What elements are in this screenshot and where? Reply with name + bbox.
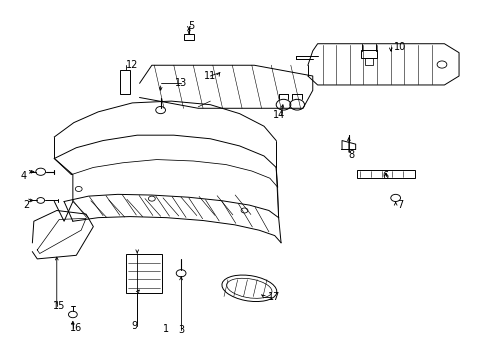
Text: 1: 1 xyxy=(163,324,169,334)
Text: 3: 3 xyxy=(178,325,184,335)
Text: 5: 5 xyxy=(187,21,194,31)
Text: 14: 14 xyxy=(272,111,284,121)
Text: 4: 4 xyxy=(21,171,27,181)
Text: 17: 17 xyxy=(267,292,279,302)
Text: 10: 10 xyxy=(394,42,406,52)
Text: 12: 12 xyxy=(126,60,138,70)
Bar xyxy=(126,253,161,293)
Bar xyxy=(183,34,194,40)
Bar xyxy=(360,50,376,58)
Text: 8: 8 xyxy=(348,150,354,160)
Text: 6: 6 xyxy=(382,171,388,181)
Bar xyxy=(365,58,372,65)
Text: 13: 13 xyxy=(175,78,187,88)
Text: 7: 7 xyxy=(397,200,403,210)
Bar xyxy=(120,69,130,94)
Text: 2: 2 xyxy=(23,200,30,210)
Bar xyxy=(356,170,414,178)
Text: 9: 9 xyxy=(131,321,138,331)
Text: 16: 16 xyxy=(70,323,82,333)
Text: 11: 11 xyxy=(204,71,216,81)
Text: 15: 15 xyxy=(53,301,65,311)
